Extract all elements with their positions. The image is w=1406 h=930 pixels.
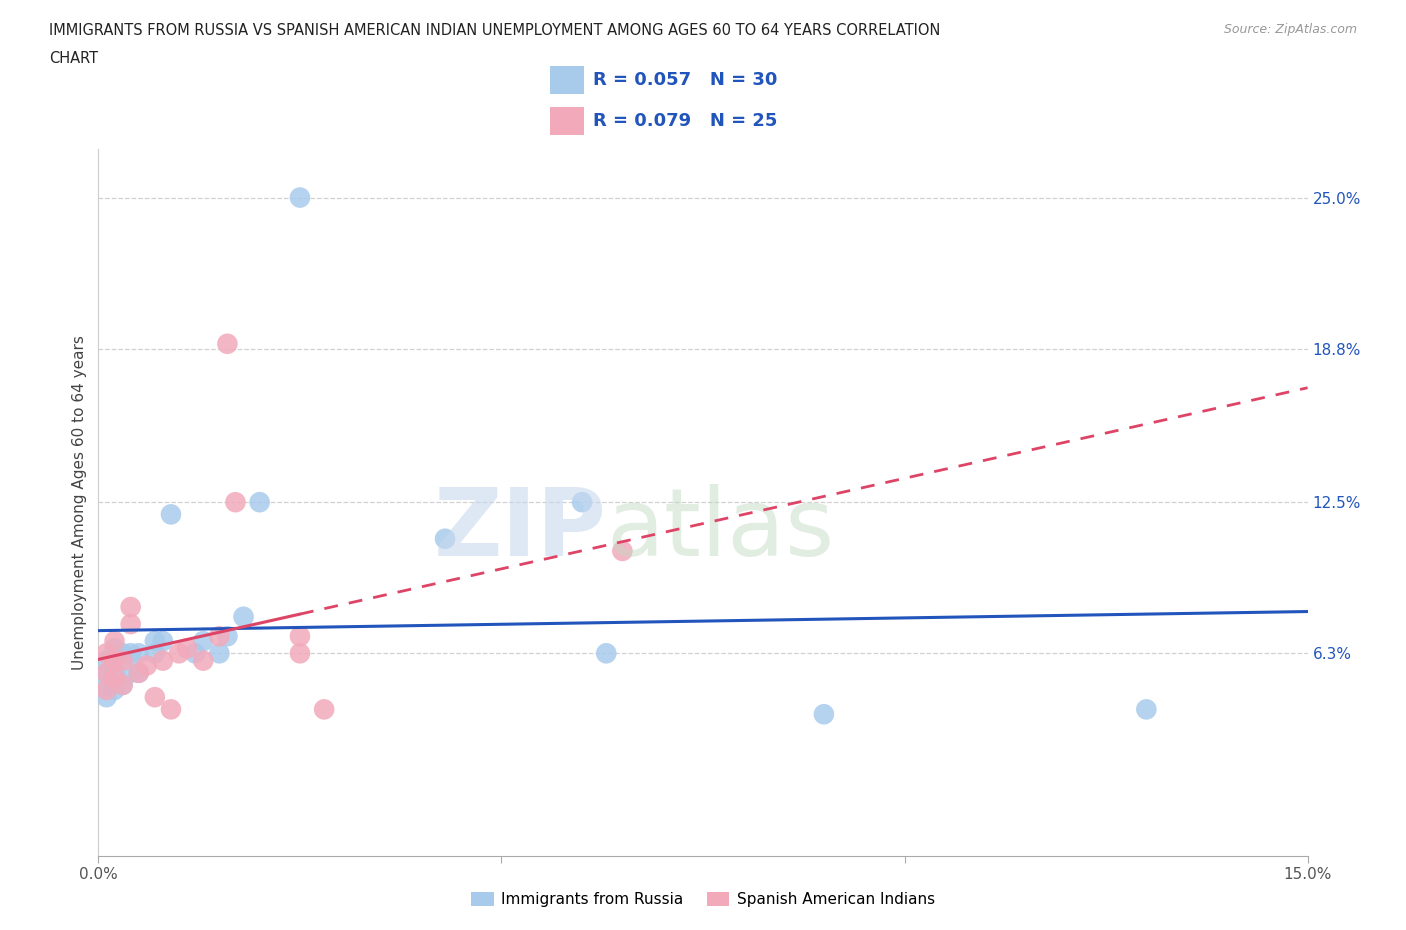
Point — [103, 683, 125, 698]
Point — [314, 702, 336, 717]
Point — [152, 633, 174, 648]
Point — [224, 495, 246, 510]
Text: R = 0.057   N = 30: R = 0.057 N = 30 — [593, 71, 778, 88]
Point — [120, 617, 142, 631]
Point — [128, 645, 150, 660]
Point — [184, 645, 207, 660]
Point — [288, 645, 311, 660]
Y-axis label: Unemployment Among Ages 60 to 64 years: Unemployment Among Ages 60 to 64 years — [72, 335, 87, 670]
Point — [160, 702, 183, 717]
Point — [193, 653, 215, 668]
Point — [120, 665, 142, 680]
Point — [120, 600, 142, 615]
Point — [208, 629, 231, 644]
Text: Source: ZipAtlas.com: Source: ZipAtlas.com — [1223, 23, 1357, 36]
Point — [103, 665, 125, 680]
Point — [111, 678, 134, 693]
Point — [96, 645, 118, 660]
Point — [96, 665, 118, 680]
FancyBboxPatch shape — [550, 65, 583, 94]
Point — [111, 653, 134, 668]
Point — [103, 653, 125, 668]
Point — [571, 495, 593, 510]
Point — [595, 645, 617, 660]
Point — [143, 633, 166, 648]
Point — [143, 690, 166, 705]
Point — [103, 641, 125, 656]
Point — [249, 495, 271, 510]
Point — [288, 629, 311, 644]
Point — [813, 707, 835, 722]
Point — [167, 645, 190, 660]
Point — [103, 633, 125, 648]
Point — [193, 633, 215, 648]
Point — [1135, 702, 1157, 717]
Point — [111, 645, 134, 660]
Point — [208, 645, 231, 660]
Point — [288, 190, 311, 205]
Point — [120, 645, 142, 660]
FancyBboxPatch shape — [550, 107, 583, 136]
Text: IMMIGRANTS FROM RUSSIA VS SPANISH AMERICAN INDIAN UNEMPLOYMENT AMONG AGES 60 TO : IMMIGRANTS FROM RUSSIA VS SPANISH AMERIC… — [49, 23, 941, 38]
Point — [96, 653, 118, 668]
Point — [434, 531, 457, 546]
Point — [103, 653, 125, 668]
Text: CHART: CHART — [49, 51, 98, 66]
Point — [96, 665, 118, 680]
Point — [143, 645, 166, 660]
Text: atlas: atlas — [606, 485, 835, 577]
Point — [135, 658, 157, 673]
Point — [96, 678, 118, 693]
Point — [176, 641, 198, 656]
Point — [111, 678, 134, 693]
Point — [152, 653, 174, 668]
Text: R = 0.079   N = 25: R = 0.079 N = 25 — [593, 113, 778, 130]
Point — [128, 665, 150, 680]
Text: ZIP: ZIP — [433, 485, 606, 577]
Point — [160, 507, 183, 522]
Point — [128, 665, 150, 680]
Point — [232, 609, 254, 624]
Point — [103, 671, 125, 685]
Point — [217, 337, 239, 352]
Point — [96, 690, 118, 705]
Legend: Immigrants from Russia, Spanish American Indians: Immigrants from Russia, Spanish American… — [465, 885, 941, 913]
Point — [612, 543, 634, 558]
Point — [217, 629, 239, 644]
Point — [96, 683, 118, 698]
